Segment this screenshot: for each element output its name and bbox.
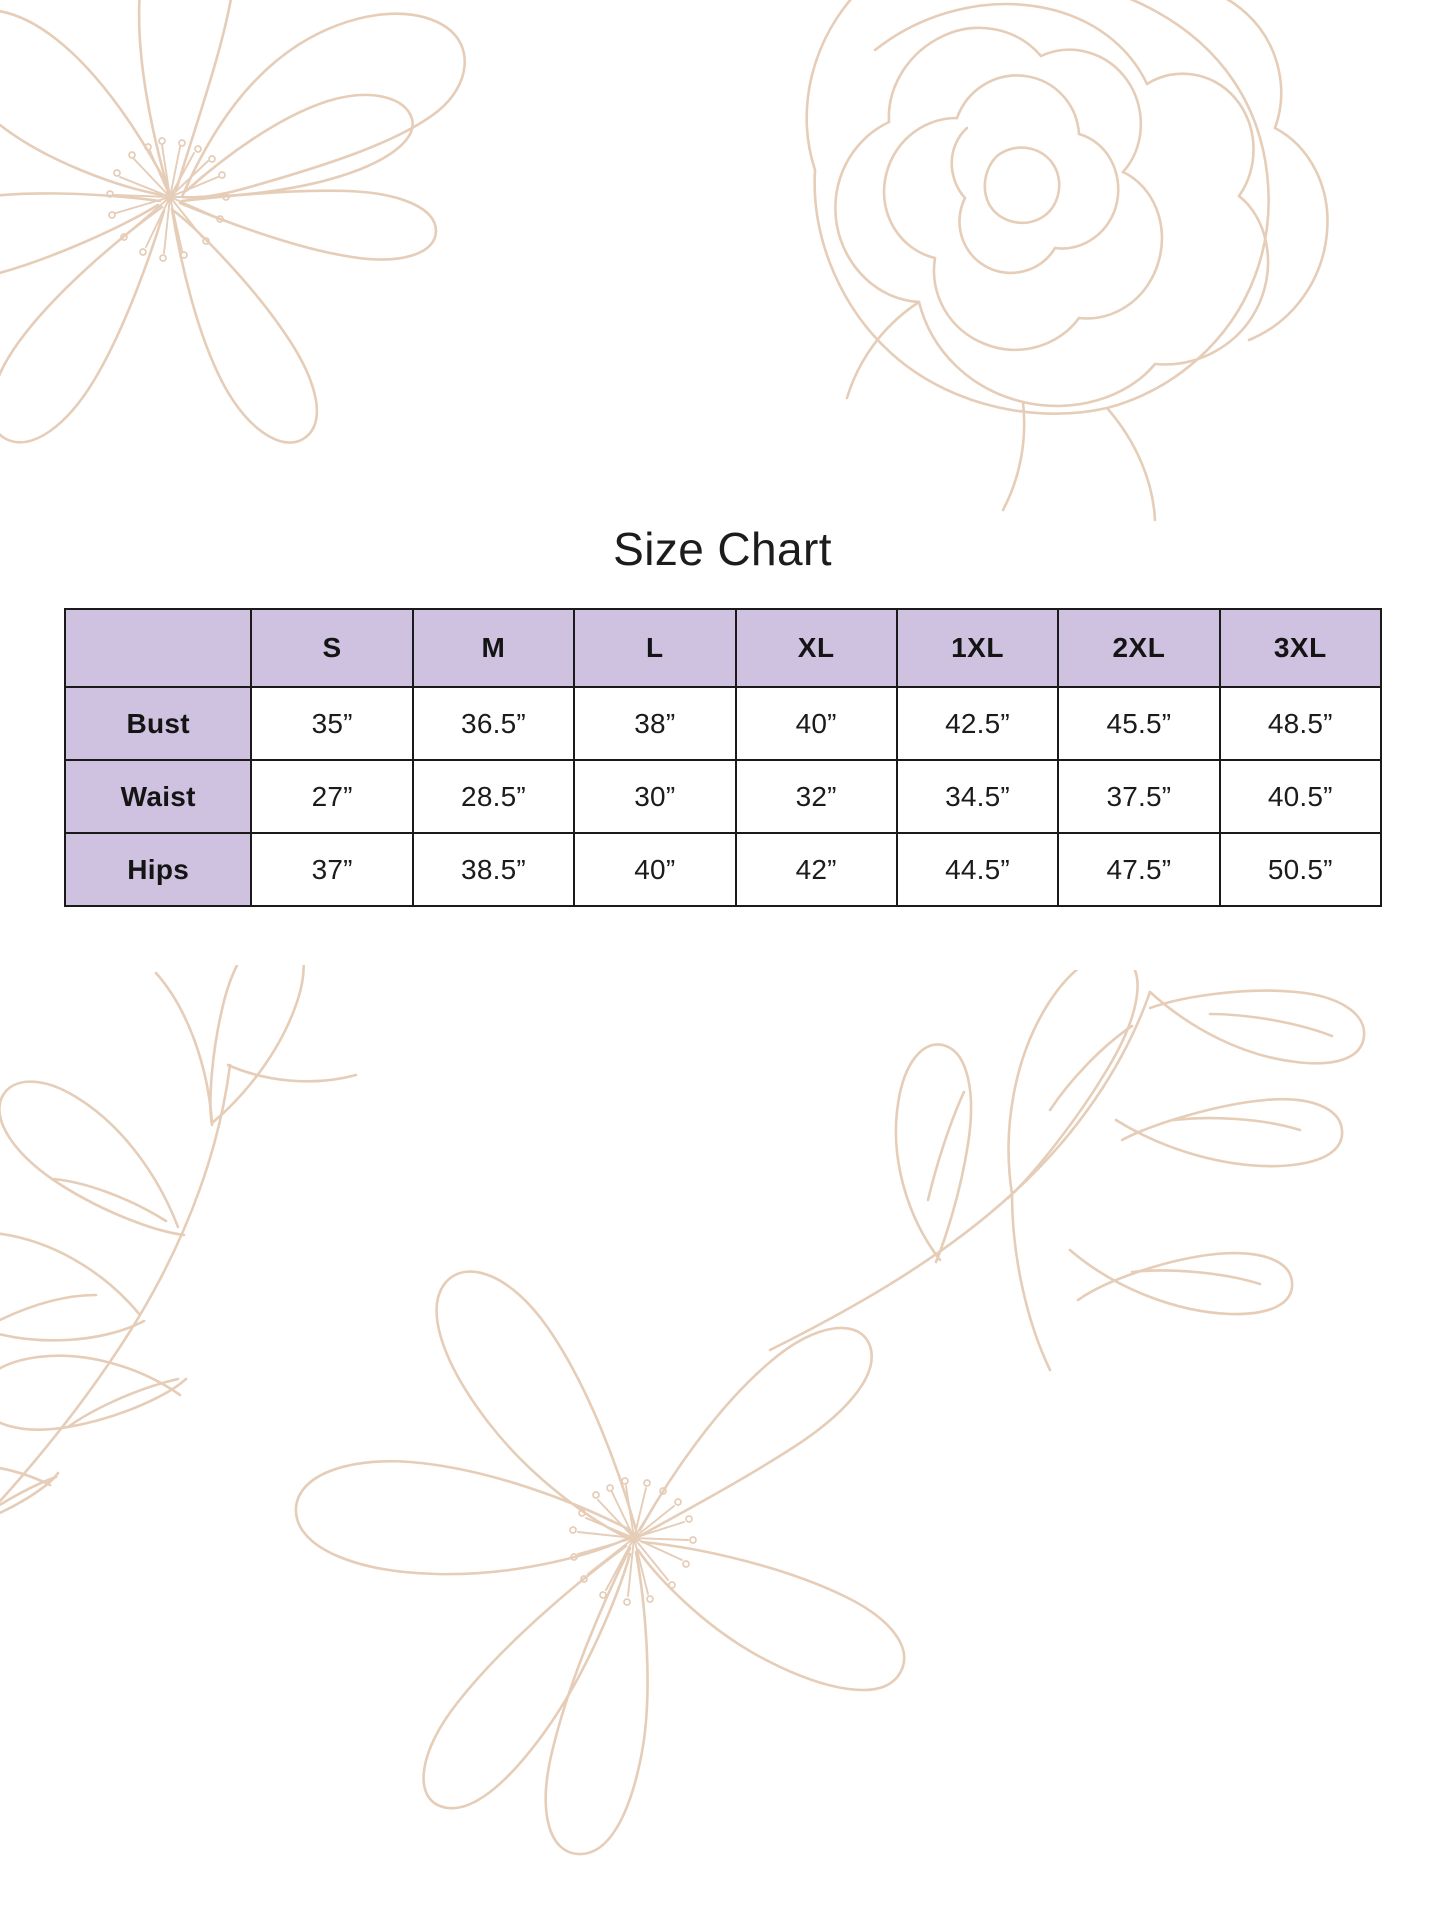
row-header-hips: Hips [63, 832, 253, 907]
cell-bust-2xl: 45.5” [1057, 686, 1221, 761]
column-header-s: S [250, 608, 414, 688]
row-header-waist: Waist [63, 759, 253, 834]
column-header-1xl: 1XL [895, 608, 1060, 688]
cell-hips-m: 38.5” [411, 832, 576, 907]
cell-bust-l: 38” [573, 686, 737, 761]
size-chart-table-container: S M L XL 1XL 2XL 3XL Bust 35” 36.5” 38” … [63, 608, 1383, 907]
cell-waist-1xl: 34.5” [895, 759, 1060, 834]
cell-waist-2xl: 37.5” [1057, 759, 1221, 834]
column-header-l: L [573, 608, 737, 688]
column-header-2xl: 2XL [1057, 608, 1221, 688]
size-chart-table: S M L XL 1XL 2XL 3XL Bust 35” 36.5” 38” … [63, 608, 1383, 907]
cell-hips-xl: 42” [734, 832, 898, 907]
table-corner-cell [63, 608, 253, 688]
column-header-3xl: 3XL [1218, 608, 1383, 688]
cell-waist-xl: 32” [734, 759, 898, 834]
table-row: Waist 27” 28.5” 30” 32” 34.5” 37.5” 40.5… [63, 759, 1383, 834]
cell-bust-xl: 40” [734, 686, 898, 761]
cell-hips-l: 40” [573, 832, 737, 907]
cell-bust-1xl: 42.5” [895, 686, 1060, 761]
column-header-m: M [411, 608, 576, 688]
cell-bust-3xl: 48.5” [1218, 686, 1383, 761]
cell-hips-3xl: 50.5” [1218, 832, 1383, 907]
cell-bust-s: 35” [250, 686, 414, 761]
cell-hips-s: 37” [250, 832, 414, 907]
column-header-xl: XL [734, 608, 898, 688]
page-title: Size Chart [613, 522, 832, 575]
table-row: Hips 37” 38.5” 40” 42” 44.5” 47.5” 50.5” [63, 832, 1383, 907]
cell-hips-1xl: 44.5” [895, 832, 1060, 907]
cell-waist-s: 27” [250, 759, 414, 834]
row-header-bust: Bust [63, 686, 253, 761]
cell-waist-3xl: 40.5” [1218, 759, 1383, 834]
cell-hips-2xl: 47.5” [1057, 832, 1221, 907]
cell-waist-m: 28.5” [411, 759, 576, 834]
table-row: Bust 35” 36.5” 38” 40” 42.5” 45.5” 48.5” [63, 686, 1383, 761]
cell-bust-m: 36.5” [411, 686, 576, 761]
cell-waist-l: 30” [573, 759, 737, 834]
table-head: S M L XL 1XL 2XL 3XL [63, 608, 1383, 688]
table-header-row: S M L XL 1XL 2XL 3XL [63, 608, 1383, 688]
table-body: Bust 35” 36.5” 38” 40” 42.5” 45.5” 48.5”… [63, 686, 1383, 907]
